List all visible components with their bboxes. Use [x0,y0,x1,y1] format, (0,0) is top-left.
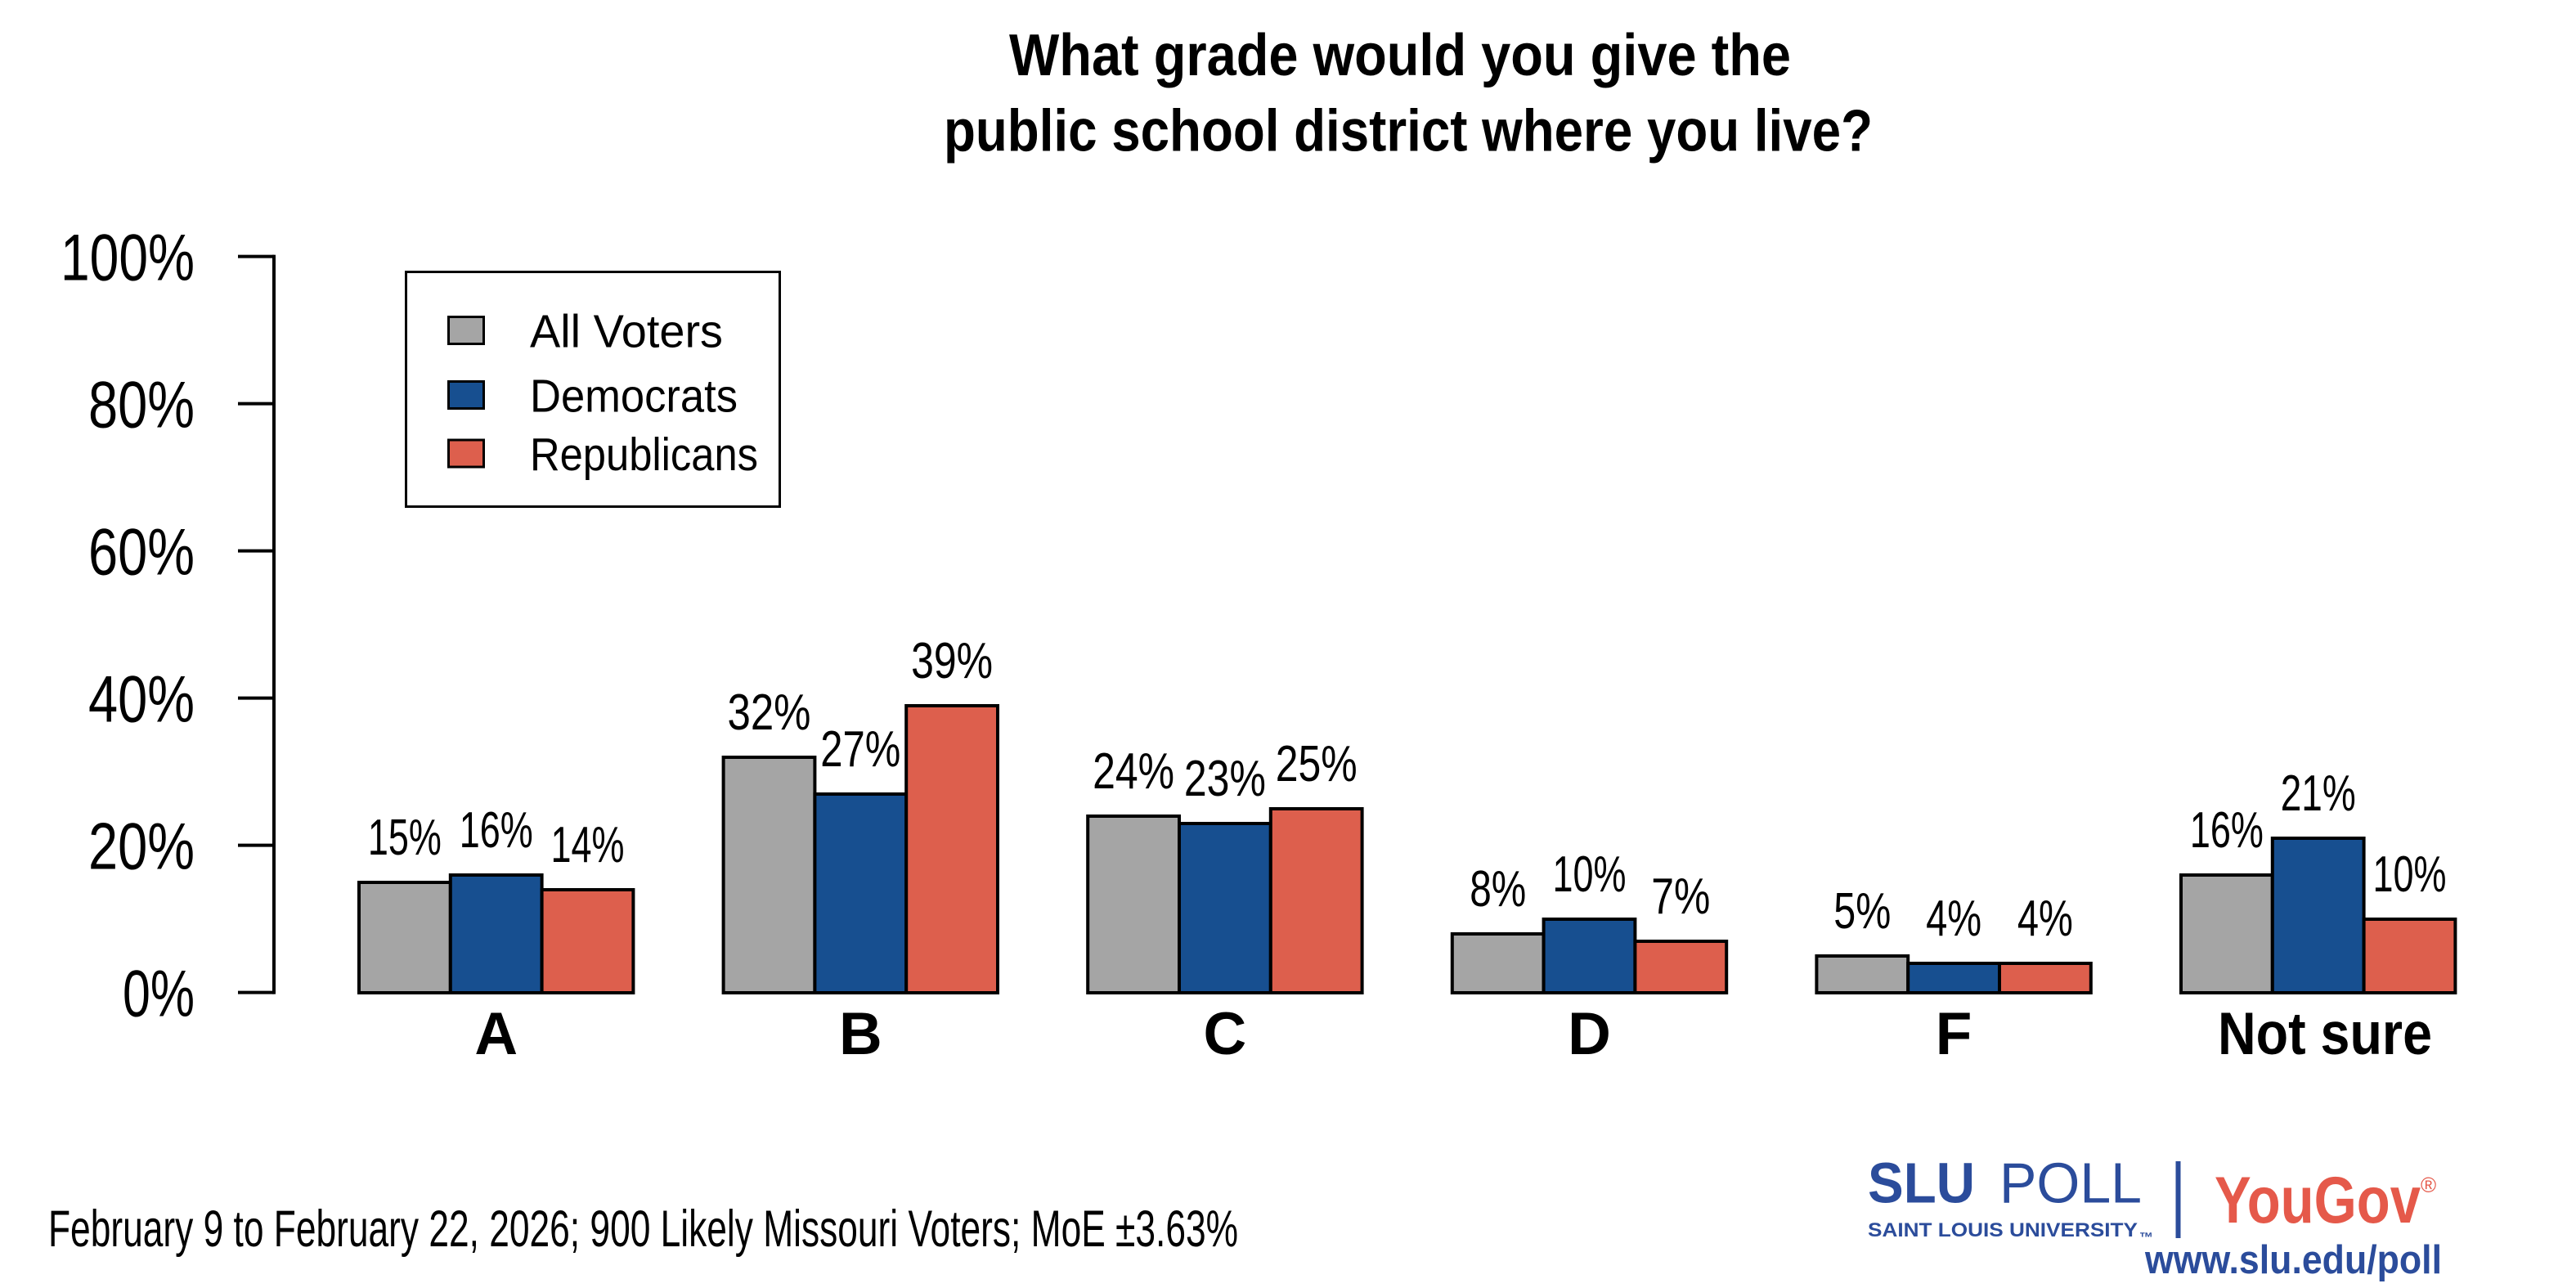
svg-text:public school district where y: public school district where you live? [944,99,1873,164]
svg-text:YouGov: YouGov [2215,1164,2421,1237]
svg-text:80%: 80% [88,369,195,442]
svg-text:4%: 4% [2017,891,2073,947]
svg-text:14%: 14% [551,817,625,873]
svg-text:February 9 to February 22, 202: February 9 to February 22, 2026; 900 Lik… [48,1200,1238,1258]
svg-text:100%: 100% [61,222,195,295]
svg-text:23%: 23% [1184,751,1266,807]
svg-text:D: D [1568,1001,1611,1067]
svg-text:21%: 21% [2281,765,2356,822]
svg-text:24%: 24% [1093,743,1174,800]
svg-text:F: F [1936,1001,1972,1067]
svg-text:C: C [1204,1001,1247,1067]
svg-text:What grade would you give the: What grade would you give the [1009,23,1791,88]
svg-text:8%: 8% [1470,861,1526,918]
svg-text:All Voters: All Voters [530,306,723,358]
svg-text:A: A [474,1001,518,1067]
svg-text:www.slu.edu/poll: www.slu.edu/poll [2144,1238,2442,1282]
svg-text:16%: 16% [2190,802,2264,859]
svg-text:60%: 60% [88,516,195,590]
svg-text:7%: 7% [1651,868,1710,925]
svg-text:POLL: POLL [1999,1151,2142,1215]
svg-text:39%: 39% [911,633,993,689]
svg-text:SLU: SLU [1868,1151,1975,1215]
svg-text:20%: 20% [88,810,195,884]
svg-text:27%: 27% [820,721,900,778]
svg-text:5%: 5% [1833,883,1891,940]
svg-text:™: ™ [2139,1230,2153,1245]
svg-text:SAINT LOUIS UNIVERSITY: SAINT LOUIS UNIVERSITY [1868,1219,2138,1241]
svg-text:16%: 16% [460,802,533,859]
svg-text:10%: 10% [2373,846,2447,903]
svg-text:0%: 0% [123,958,195,1031]
svg-text:10%: 10% [1553,846,1627,903]
svg-text:Democrats: Democrats [530,370,738,423]
svg-text:®: ® [2421,1173,2436,1197]
svg-text:40%: 40% [88,663,195,737]
svg-text:Not sure: Not sure [2218,1001,2432,1067]
svg-text:B: B [839,1001,882,1067]
svg-text:15%: 15% [368,810,442,866]
svg-text:4%: 4% [1926,891,1981,947]
svg-text:Republicans: Republicans [530,429,758,481]
svg-text:25%: 25% [1276,736,1358,792]
svg-text:32%: 32% [728,684,811,741]
